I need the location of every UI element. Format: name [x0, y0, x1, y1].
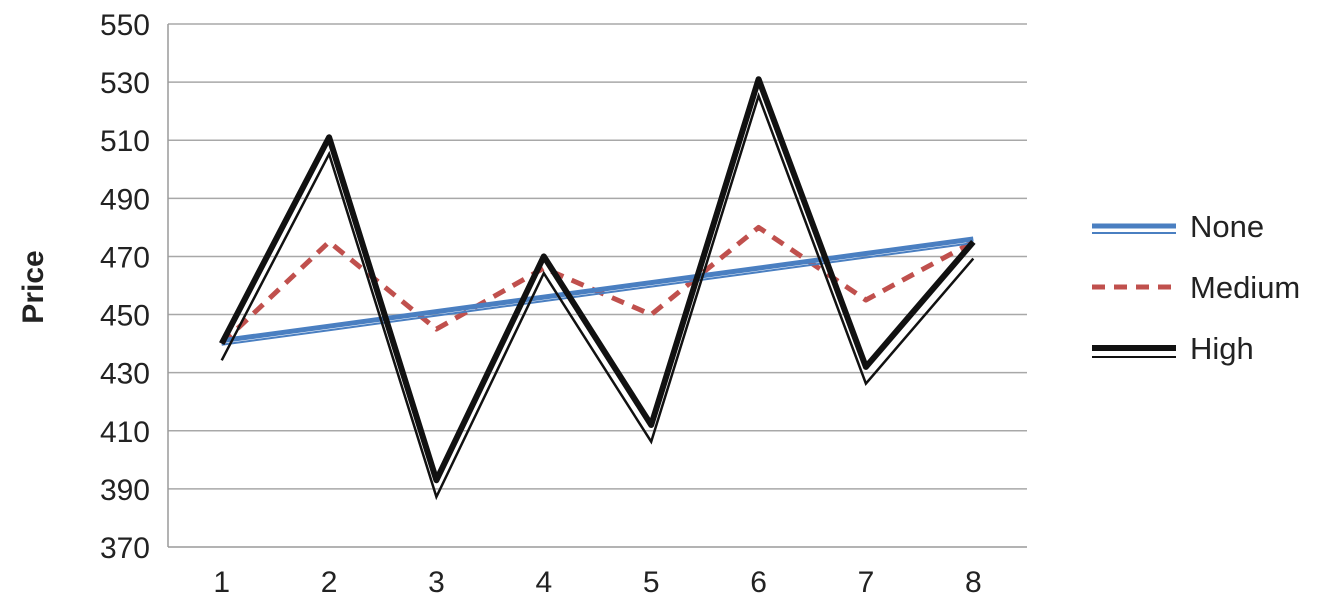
x-tick-label: 4: [535, 566, 552, 599]
y-tick-label: 550: [100, 9, 150, 42]
legend-item-high: High: [1092, 331, 1254, 366]
y-tick-label: 390: [100, 474, 150, 507]
x-tick-labels: 1 2 3 4 5 6 7 8: [213, 566, 981, 599]
series-line: [219, 76, 976, 484]
x-tick-label: 6: [750, 566, 767, 599]
gridlines: [168, 23, 1027, 490]
legend-item-medium: Medium: [1092, 270, 1300, 305]
y-tick-label: 470: [100, 241, 150, 274]
legend-item-none: None: [1092, 209, 1264, 244]
series-line: [221, 236, 974, 344]
y-tick-labels: 370 390 410 430 450 470 490 510 530 550: [100, 9, 150, 565]
y-tick-label: 530: [100, 67, 150, 100]
legend-label: Medium: [1190, 270, 1300, 305]
series-none: [221, 236, 974, 346]
series-high: [219, 76, 976, 501]
series-line-outline: [221, 242, 974, 346]
x-tick-label: 7: [858, 566, 875, 599]
y-tick-label: 450: [100, 300, 150, 333]
x-tick-label: 5: [643, 566, 660, 599]
x-tick-label: 8: [965, 566, 982, 599]
y-tick-label: 510: [100, 125, 150, 158]
legend: None Medium High: [1092, 209, 1300, 366]
axes: [167, 24, 1027, 548]
x-tick-label: 3: [428, 566, 445, 599]
x-tick-label: 2: [321, 566, 338, 599]
legend-label: None: [1190, 209, 1264, 244]
x-tick-label: 1: [213, 566, 230, 599]
series-lines: [219, 76, 976, 501]
y-tick-label: 430: [100, 358, 150, 391]
y-tick-label: 410: [100, 416, 150, 449]
legend-label: High: [1190, 331, 1254, 366]
y-axis-title: Price: [17, 250, 50, 323]
series-line-outline: [220, 92, 975, 501]
y-tick-label: 370: [100, 532, 150, 565]
y-tick-label: 490: [100, 183, 150, 216]
